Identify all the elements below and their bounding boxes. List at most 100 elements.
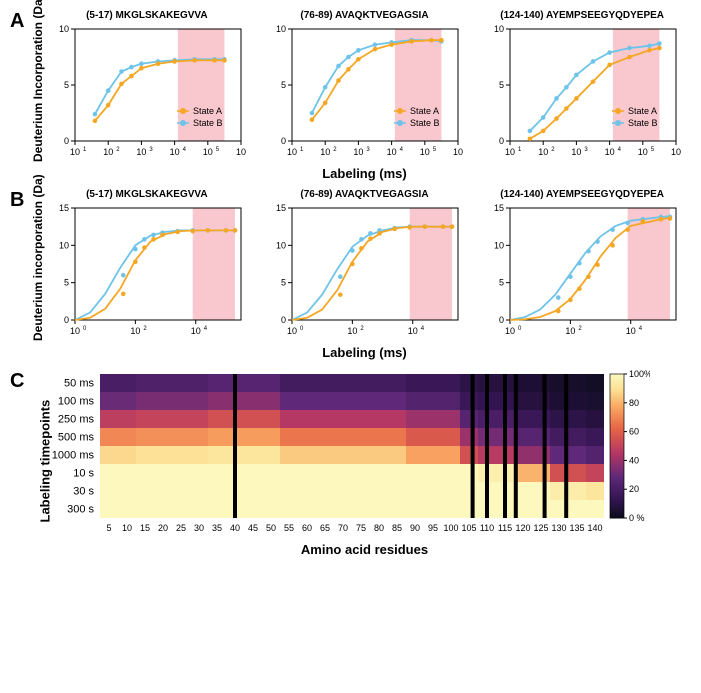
svg-text:5: 5	[651, 147, 655, 153]
heatmap-x-tick: 90	[410, 523, 420, 533]
heatmap-cell	[388, 428, 406, 446]
data-point	[129, 74, 134, 79]
heatmap-gap	[471, 374, 475, 518]
heatmap-cell	[208, 464, 226, 482]
heatmap-cell	[208, 500, 226, 518]
line-chart: (124-140) AYEMPSEEGYQDYEPEA0510101102103…	[482, 10, 682, 168]
svg-text:0: 0	[518, 326, 522, 332]
heatmap-gap	[503, 374, 507, 518]
heatmap-cell	[208, 410, 226, 428]
heatmap-cell	[190, 410, 208, 428]
heatmap-cell	[568, 374, 586, 392]
panel-a-xlabel: Labeling (ms)	[38, 166, 691, 181]
svg-text:5: 5	[64, 278, 69, 288]
data-point	[119, 82, 124, 87]
heatmap-cell	[208, 392, 226, 410]
data-point	[610, 227, 615, 232]
heatmap-cell	[118, 446, 136, 464]
heatmap-row-label: 250 ms	[58, 414, 95, 426]
svg-text:10: 10	[494, 240, 504, 250]
heatmap-row-label: 50 ms	[64, 378, 94, 390]
chart-title: (124-140) AYEMPSEEGYQDYEPEA	[482, 189, 682, 200]
data-point	[129, 65, 134, 70]
data-point	[347, 55, 352, 60]
data-point	[668, 216, 673, 221]
heatmap-x-tick: 25	[176, 523, 186, 533]
chart-svg: 051015100102104	[264, 202, 464, 342]
chart-svg: 051015100102104	[47, 202, 247, 342]
heatmap-x-tick: 140	[587, 523, 602, 533]
svg-text:3: 3	[149, 147, 153, 153]
heatmap-x-tick: 35	[212, 523, 222, 533]
data-point	[528, 129, 533, 134]
heatmap-gap	[485, 374, 489, 518]
heatmap-cell	[352, 392, 370, 410]
heatmap-cell	[532, 482, 550, 500]
heatmap-cell	[208, 374, 226, 392]
heatmap-cell	[154, 482, 172, 500]
data-point	[626, 227, 631, 232]
data-point	[641, 219, 646, 224]
svg-text:0: 0	[499, 315, 504, 325]
heatmap-cell	[316, 482, 334, 500]
heatmap-cell	[424, 392, 442, 410]
svg-text:10: 10	[671, 147, 681, 157]
data-point	[323, 85, 328, 90]
heatmap-cell	[136, 410, 154, 428]
svg-text:4: 4	[204, 326, 208, 332]
heatmap-cell	[586, 392, 604, 410]
data-point	[564, 106, 569, 111]
svg-text:10: 10	[387, 147, 397, 157]
svg-text:10: 10	[638, 147, 648, 157]
heatmap-cell	[280, 392, 298, 410]
heatmap-cell	[172, 428, 190, 446]
data-point	[556, 295, 561, 300]
heatmap-cell	[316, 500, 334, 518]
svg-text:10: 10	[572, 147, 582, 157]
data-point	[541, 129, 546, 134]
data-point	[556, 309, 561, 314]
heatmap-cell	[334, 464, 352, 482]
heatmap-cell	[460, 464, 478, 482]
heatmap-x-tick: 130	[551, 523, 566, 533]
heatmap-cell	[136, 446, 154, 464]
heatmap-cell	[352, 500, 370, 518]
heatmap-cell	[262, 410, 280, 428]
svg-text:10: 10	[130, 326, 140, 336]
heatmap-cell	[568, 464, 586, 482]
heatmap-cell	[298, 500, 316, 518]
chart-title: (5-17) MKGLSKAKEGVVA	[47, 189, 247, 200]
chart-svg: 0510101102103104105106State AState B	[482, 23, 682, 163]
heatmap-cell	[244, 392, 262, 410]
heatmap-cell	[100, 464, 118, 482]
heatmap-cell	[352, 428, 370, 446]
panel-a-ylabel: Deuterium Incorporation (Da)	[31, 32, 45, 162]
heatmap-cell	[442, 500, 460, 518]
data-point	[378, 231, 383, 236]
heatmap-x-tick: 50	[266, 523, 276, 533]
svg-text:4: 4	[618, 147, 622, 153]
svg-text:10: 10	[169, 147, 179, 157]
chart-title: (76-89) AVAQKTVEGAGSIA	[264, 189, 464, 200]
chart-title: (5-17) MKGLSKAKEGVVA	[47, 10, 247, 21]
svg-text:5: 5	[433, 147, 437, 153]
legend-label: State A	[628, 106, 657, 116]
data-point	[568, 274, 573, 279]
data-point	[390, 42, 395, 47]
heatmap-cell	[172, 392, 190, 410]
heatmap-cell	[370, 446, 388, 464]
data-point	[351, 262, 356, 267]
data-point	[92, 112, 97, 117]
heatmap-svg: 50 ms100 ms250 ms500 ms1000 ms10 s30 s30…	[38, 370, 604, 540]
svg-text:10: 10	[505, 147, 515, 157]
data-point	[586, 249, 591, 254]
heatmap-cell	[298, 428, 316, 446]
heatmap-cell	[190, 500, 208, 518]
heatmap-cell	[244, 446, 262, 464]
heatmap-row-label: 100 ms	[58, 396, 95, 408]
heatmap-cell	[442, 428, 460, 446]
heatmap-cell	[118, 482, 136, 500]
heatmap-x-tick: 10	[122, 523, 132, 533]
heatmap-cell	[280, 464, 298, 482]
data-point	[310, 117, 315, 122]
